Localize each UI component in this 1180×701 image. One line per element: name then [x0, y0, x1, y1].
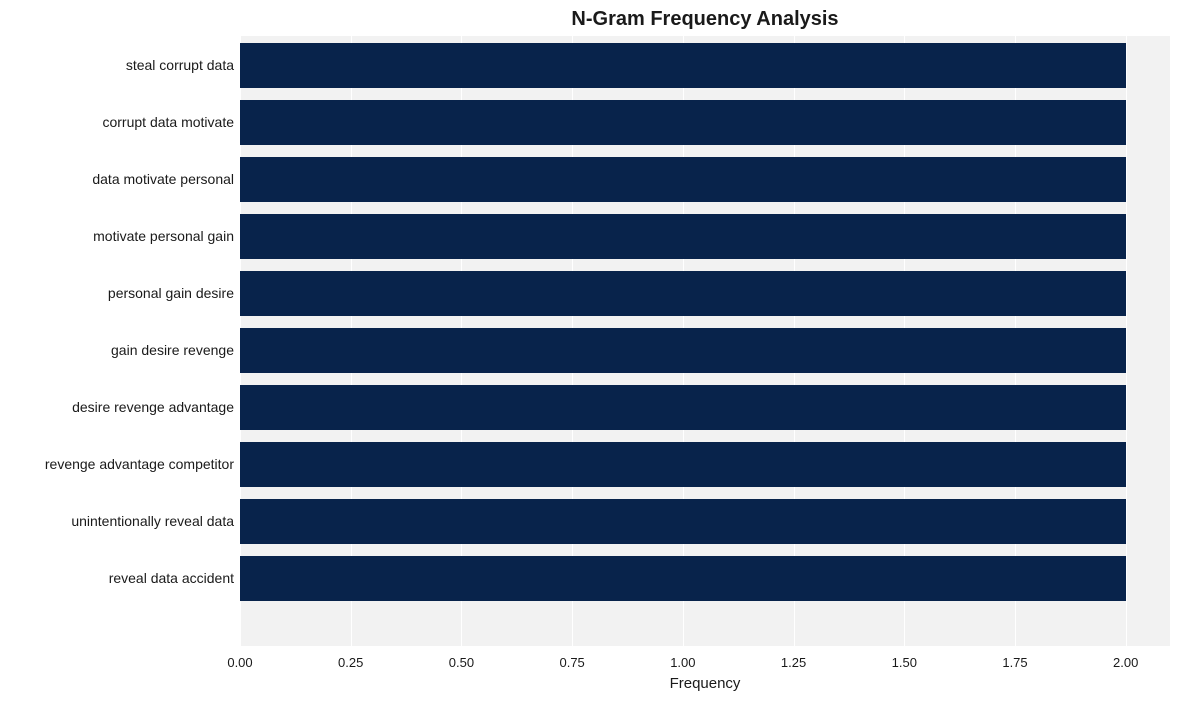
bar	[240, 499, 1126, 544]
bar	[240, 442, 1126, 487]
y-tick-label: steal corrupt data	[0, 57, 234, 73]
y-tick-label: personal gain desire	[0, 285, 234, 301]
bar	[240, 157, 1126, 202]
bar	[240, 43, 1126, 88]
bar	[240, 271, 1126, 316]
y-tick-label: revenge advantage competitor	[0, 456, 234, 472]
y-tick-label: desire revenge advantage	[0, 399, 234, 415]
plot-area	[240, 36, 1170, 646]
y-tick-label: corrupt data motivate	[0, 114, 234, 130]
grid-row	[240, 606, 1170, 646]
x-tick-label: 0.25	[338, 655, 363, 670]
bar	[240, 214, 1126, 259]
y-tick-label: reveal data accident	[0, 570, 234, 586]
x-tick-label: 0.00	[227, 655, 252, 670]
y-tick-label: gain desire revenge	[0, 342, 234, 358]
x-tick-label: 2.00	[1113, 655, 1138, 670]
x-axis-label: Frequency	[240, 675, 1170, 692]
bar	[240, 385, 1126, 430]
x-tick-label: 0.75	[559, 655, 584, 670]
y-tick-label: data motivate personal	[0, 171, 234, 187]
y-tick-label: unintentionally reveal data	[0, 513, 234, 529]
chart-title: N-Gram Frequency Analysis	[240, 8, 1170, 31]
y-tick-label: motivate personal gain	[0, 228, 234, 244]
ngram-chart: N-Gram Frequency Analysis Frequency stea…	[0, 0, 1180, 701]
x-tick-label: 1.75	[1002, 655, 1027, 670]
x-tick-label: 1.50	[892, 655, 917, 670]
bar	[240, 556, 1126, 601]
bar	[240, 328, 1126, 373]
x-tick-label: 0.50	[449, 655, 474, 670]
grid-vline	[1126, 36, 1127, 646]
x-tick-label: 1.00	[670, 655, 695, 670]
x-tick-label: 1.25	[781, 655, 806, 670]
bar	[240, 100, 1126, 145]
